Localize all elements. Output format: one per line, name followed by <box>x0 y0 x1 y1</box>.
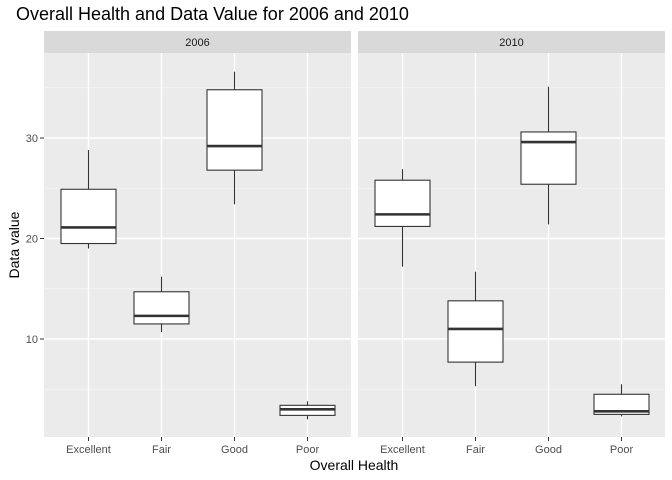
box-poor <box>279 401 336 420</box>
box-fair <box>447 271 504 387</box>
box-body <box>60 188 117 245</box>
y-axis-title: Data value <box>6 211 22 278</box>
box-body <box>447 300 504 363</box>
box-excellent <box>374 169 431 267</box>
facet-strip <box>44 31 351 53</box>
box-body <box>520 131 577 185</box>
y-tick-label: 20 <box>26 234 38 246</box>
y-axis: 10 20 30 <box>26 133 44 346</box>
facet-strip-label: 2010 <box>499 37 523 49</box>
box-good <box>520 86 577 225</box>
x-axis-title: Overall Health <box>310 457 399 473</box>
facet-panel-2010: 2010 Excellent Fair Good Poor <box>358 31 665 456</box>
box-body <box>133 291 190 325</box>
panel-background <box>44 53 351 437</box>
box-good <box>206 71 263 205</box>
y-tick-label: 30 <box>26 133 38 145</box>
x-tick-label: Good <box>221 444 248 456</box>
x-tick-label: Excellent <box>66 444 111 456</box>
box-fair <box>133 276 190 332</box>
box-body <box>206 89 263 171</box>
x-tick-label: Poor <box>610 444 634 456</box>
x-tick-label: Poor <box>296 444 320 456</box>
panel-background <box>358 53 665 437</box>
x-tick-label: Fair <box>152 444 171 456</box>
x-tick-label: Excellent <box>380 444 425 456</box>
box-body <box>374 179 431 227</box>
box-excellent <box>60 150 117 249</box>
facet-panel-2006: 2006 Excellent Fair Good Poor <box>44 31 351 456</box>
x-tick-label: Good <box>535 444 562 456</box>
chart-title: Overall Health and Data Value for 2006 a… <box>16 4 409 24</box>
box-body <box>593 393 650 415</box>
facets-layer: 2006 Excellent Fair Good Poor 2010 Excellent Fa… <box>44 31 665 456</box>
x-tick-label: Fair <box>466 444 485 456</box>
y-tick-label: 10 <box>26 334 38 346</box>
facet-strip-label: 2006 <box>185 37 209 49</box>
box-poor <box>593 384 650 417</box>
facet-strip <box>358 31 665 53</box>
